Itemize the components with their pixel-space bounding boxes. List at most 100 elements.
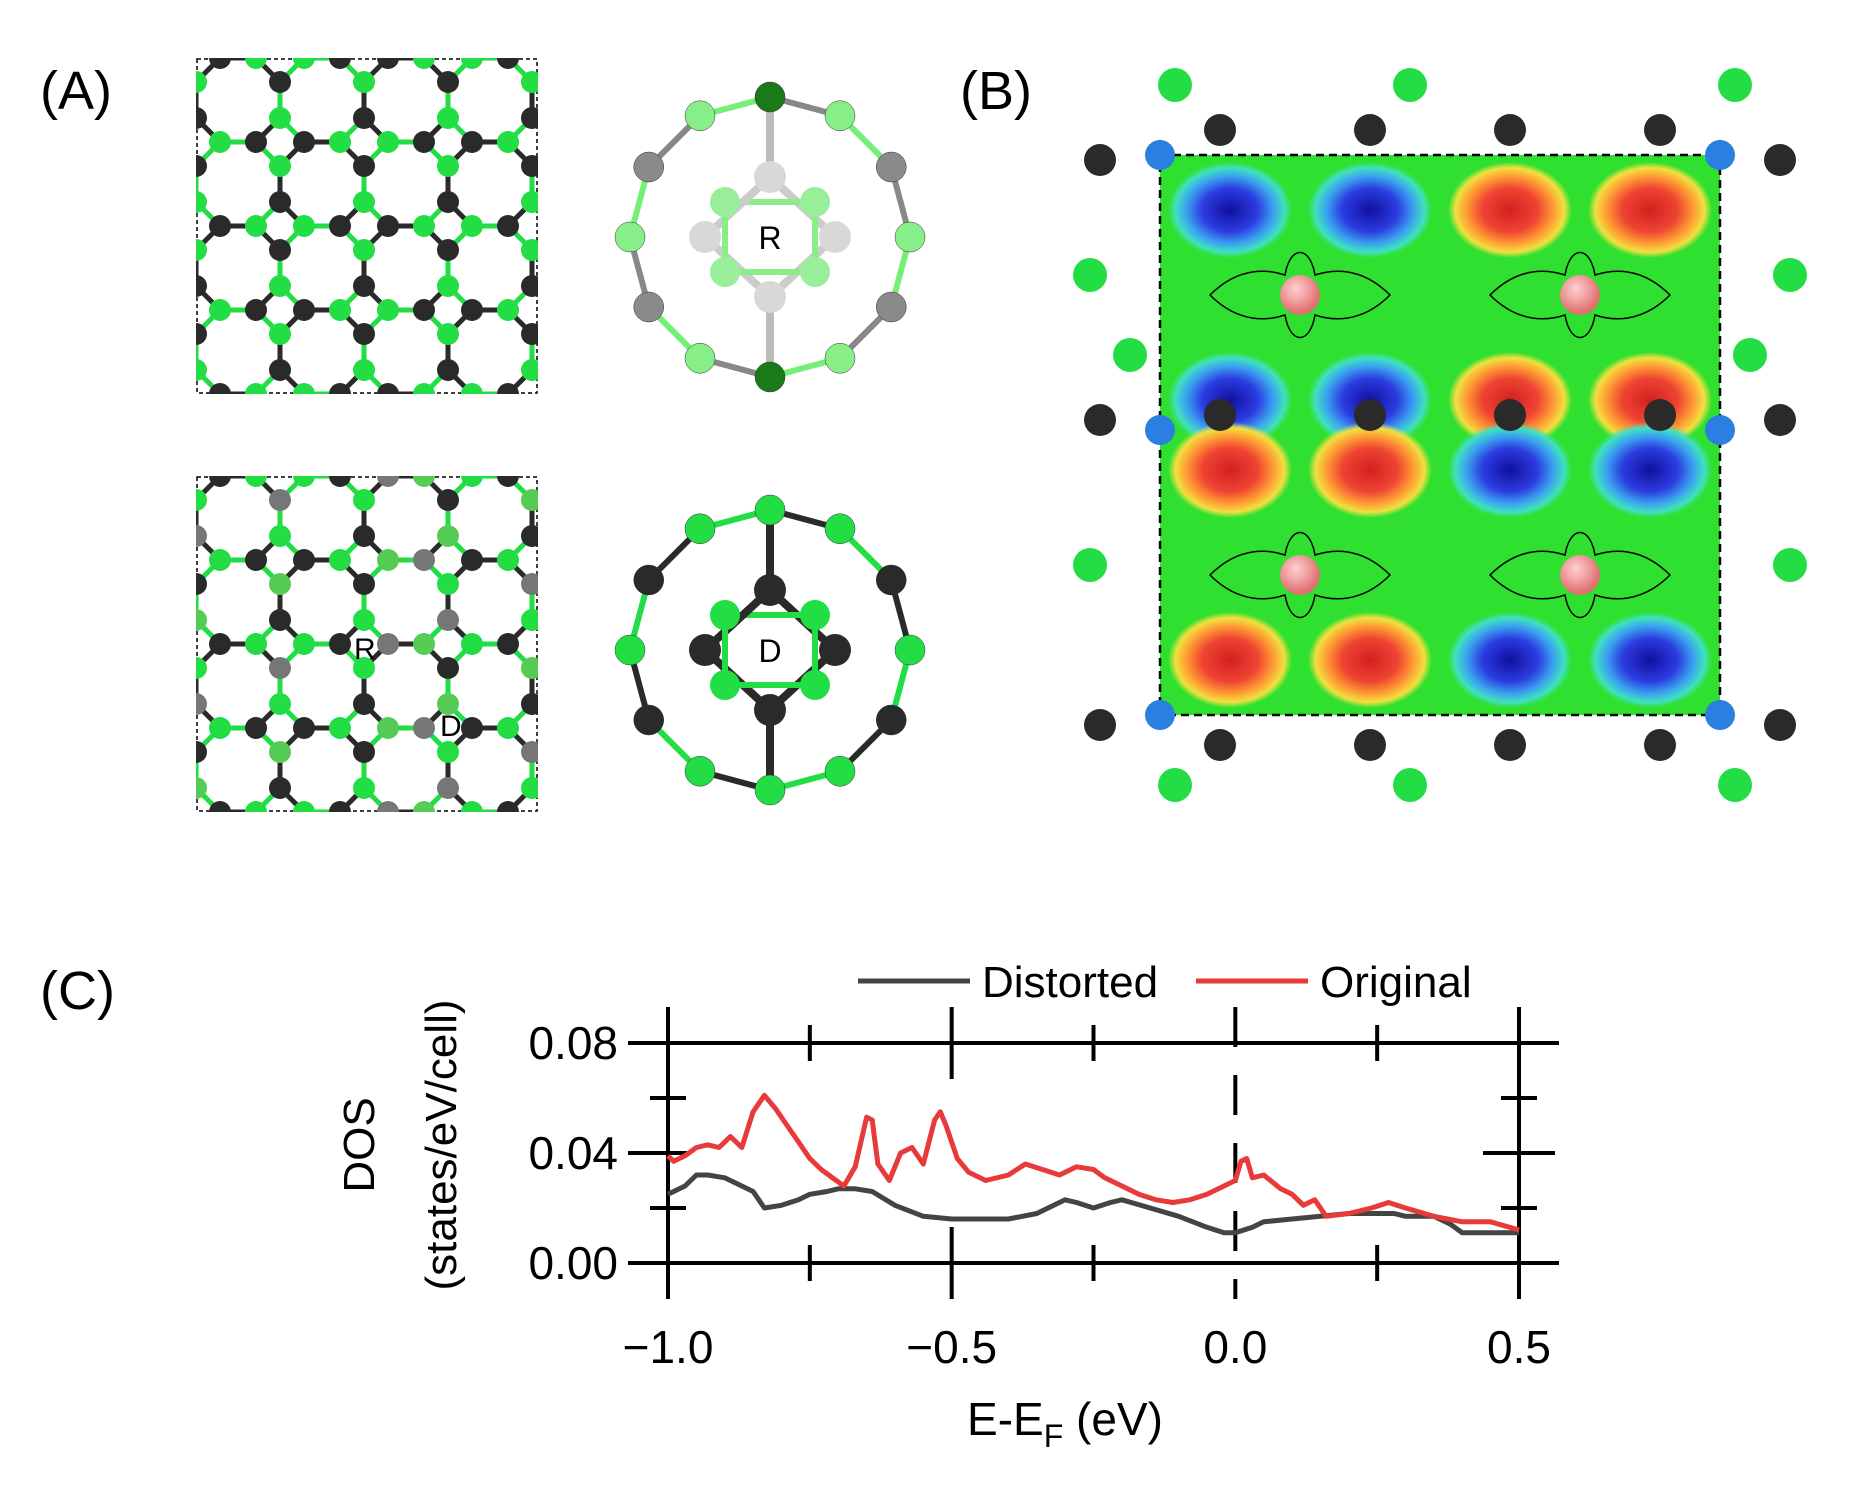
atom bbox=[269, 359, 291, 381]
atom bbox=[754, 574, 786, 606]
atom bbox=[245, 717, 267, 739]
cage-label-r: R bbox=[758, 220, 781, 256]
cage-r: R bbox=[614, 81, 926, 393]
atom bbox=[269, 275, 291, 297]
atom bbox=[710, 600, 740, 630]
black-atom bbox=[1084, 144, 1116, 176]
black-atom bbox=[1204, 114, 1236, 146]
atom bbox=[521, 239, 538, 261]
atom bbox=[633, 291, 665, 323]
atom bbox=[614, 634, 646, 666]
blue-atom bbox=[1145, 415, 1175, 445]
atom bbox=[329, 299, 351, 321]
lattice-atoms bbox=[196, 58, 538, 394]
atom bbox=[413, 717, 435, 739]
atom bbox=[413, 299, 435, 321]
cage-atoms bbox=[614, 494, 926, 806]
atom bbox=[353, 71, 375, 93]
green-atom bbox=[1718, 68, 1752, 102]
atom bbox=[245, 801, 267, 812]
atom bbox=[437, 323, 459, 345]
positive-lobe bbox=[1588, 352, 1712, 448]
atom bbox=[196, 489, 207, 511]
atom bbox=[497, 58, 519, 69]
y-axis-label-line2: (states/eV/cell) bbox=[417, 1000, 466, 1291]
contour-lines bbox=[1208, 252, 1672, 618]
atom bbox=[269, 107, 291, 129]
chart-legend: Distorted Original bbox=[858, 958, 1472, 1007]
atom bbox=[245, 383, 267, 394]
atom bbox=[875, 704, 907, 736]
atom bbox=[196, 191, 207, 213]
atom bbox=[710, 670, 740, 700]
legend-label-original: Original bbox=[1320, 958, 1472, 1007]
x-axis-label: E-EF (eV) bbox=[967, 1393, 1163, 1454]
blue-atom bbox=[1705, 140, 1735, 170]
atom bbox=[353, 107, 375, 129]
atom bbox=[329, 549, 351, 571]
blue-atom bbox=[1145, 700, 1175, 730]
atom bbox=[353, 573, 375, 595]
atom bbox=[196, 323, 207, 345]
atom bbox=[461, 215, 483, 237]
atom bbox=[329, 215, 351, 237]
blue-atom bbox=[1705, 415, 1735, 445]
atom bbox=[754, 774, 786, 806]
atom bbox=[461, 58, 483, 69]
atom bbox=[209, 58, 231, 69]
atom bbox=[245, 131, 267, 153]
atom bbox=[497, 801, 519, 812]
atom bbox=[269, 693, 291, 715]
green-atom bbox=[1393, 68, 1427, 102]
atom bbox=[497, 717, 519, 739]
atom bbox=[800, 187, 830, 217]
atom bbox=[497, 299, 519, 321]
positive-lobe bbox=[1308, 612, 1432, 708]
chart-ticks: −1.0 −0.5 0.0 0.5 0.00 0.04 0.08 bbox=[528, 1007, 1551, 1373]
atom bbox=[689, 634, 721, 666]
atom bbox=[413, 549, 435, 571]
atom bbox=[754, 81, 786, 113]
negative-lobe bbox=[1168, 162, 1292, 258]
atom bbox=[209, 131, 231, 153]
x-axis-label-unit: (eV) bbox=[1063, 1393, 1163, 1445]
atom bbox=[353, 323, 375, 345]
atom bbox=[196, 155, 207, 177]
blue-atom bbox=[1145, 140, 1175, 170]
atom bbox=[293, 383, 315, 394]
green-atom bbox=[1073, 258, 1107, 292]
atom bbox=[461, 131, 483, 153]
atom bbox=[209, 717, 231, 739]
atom bbox=[633, 151, 665, 183]
atom bbox=[269, 573, 291, 595]
atom bbox=[196, 359, 207, 381]
x-tick-label: −1.0 bbox=[623, 1321, 714, 1373]
green-atom bbox=[1158, 68, 1192, 102]
atom bbox=[754, 694, 786, 726]
atom bbox=[437, 155, 459, 177]
atom bbox=[413, 633, 435, 655]
atom bbox=[497, 633, 519, 655]
negative-lobe bbox=[1168, 352, 1292, 448]
atom bbox=[521, 525, 538, 547]
atom bbox=[293, 299, 315, 321]
atom bbox=[521, 191, 538, 213]
black-atom bbox=[1354, 399, 1386, 431]
cage-atoms bbox=[614, 81, 926, 393]
cage-d: D bbox=[614, 494, 926, 806]
atom bbox=[521, 777, 538, 799]
positive-lobe bbox=[1308, 422, 1432, 518]
contour bbox=[1208, 532, 1392, 618]
atom bbox=[269, 657, 291, 679]
atom bbox=[684, 513, 716, 545]
atom bbox=[521, 573, 538, 595]
atom bbox=[196, 573, 207, 595]
black-atom bbox=[1494, 114, 1526, 146]
atom bbox=[684, 100, 716, 132]
black-atom bbox=[1644, 399, 1676, 431]
atom bbox=[269, 489, 291, 511]
atom bbox=[377, 801, 399, 812]
atom bbox=[269, 323, 291, 345]
atom bbox=[293, 58, 315, 69]
atom bbox=[377, 215, 399, 237]
